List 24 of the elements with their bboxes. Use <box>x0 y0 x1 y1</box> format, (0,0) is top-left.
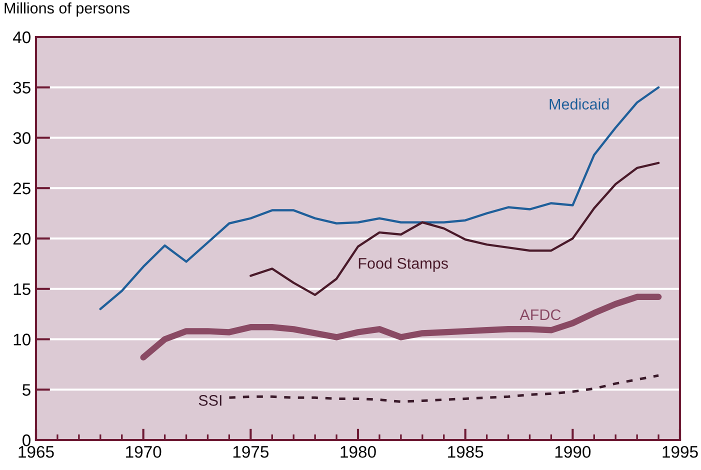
x-tick-label: 1970 <box>126 446 162 458</box>
y-tick-label: 0 <box>22 434 30 446</box>
line-series <box>99 86 660 310</box>
x-tick-label: 1975 <box>233 446 269 458</box>
y-tick-label: 10 <box>14 334 30 346</box>
series-label: Food Stamps <box>358 258 448 272</box>
y-tick-label: 35 <box>13 82 30 94</box>
x-tick-label: 1965 <box>18 446 54 458</box>
series-label: SSI <box>198 395 222 406</box>
y-tick-label: 25 <box>13 182 30 194</box>
series-label: Medicaid <box>550 98 609 110</box>
x-tick-label: 1985 <box>448 446 484 458</box>
series-label: AFDC <box>520 309 561 320</box>
line-series <box>228 374 660 403</box>
x-tick-label: 1980 <box>340 446 376 458</box>
y-tick-label: 5 <box>22 384 30 396</box>
y-tick-label: 30 <box>13 132 30 144</box>
x-tick-label: 1990 <box>555 446 591 458</box>
y-tick-label: 15 <box>14 283 30 296</box>
y-tick-label: 40 <box>12 31 30 44</box>
line-series <box>250 162 660 296</box>
x-tick-label: 1995 <box>662 446 698 458</box>
y-axis-title: Millions of persons <box>4 2 130 17</box>
y-tick-label: 20 <box>13 232 30 245</box>
